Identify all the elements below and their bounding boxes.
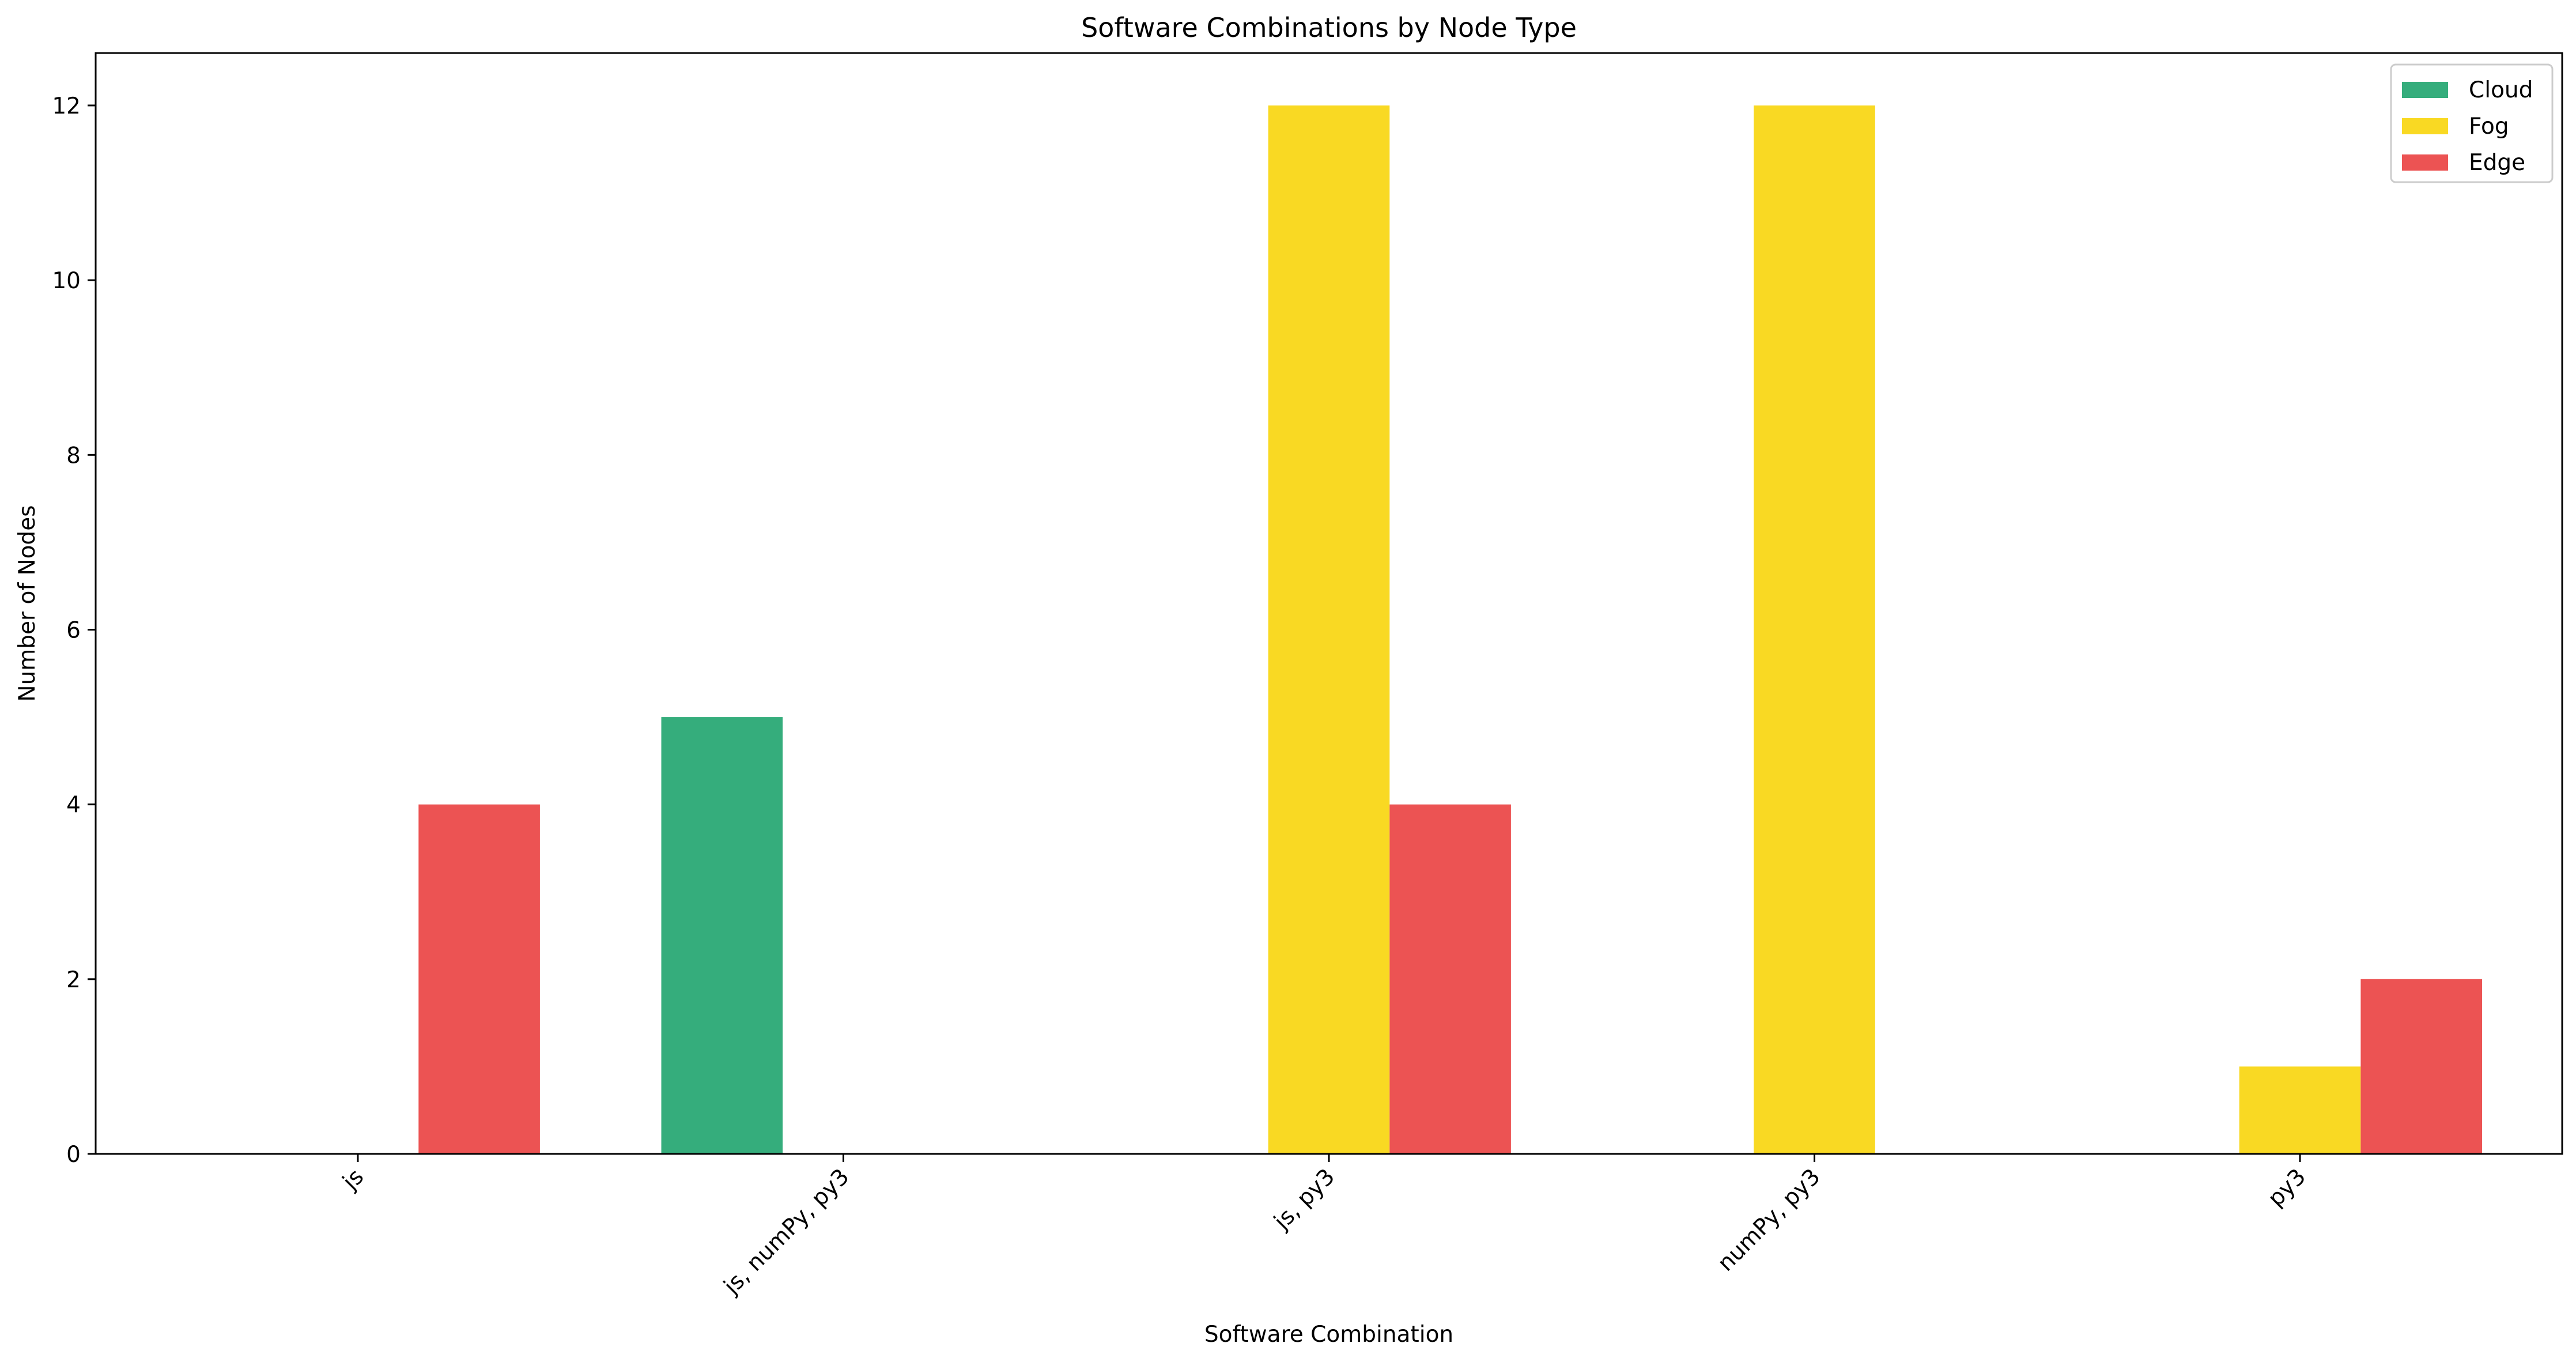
legend-label-edge: Edge xyxy=(2469,150,2525,176)
bar-fog-2 xyxy=(1268,105,1390,1154)
y-tick-label: 12 xyxy=(52,93,81,119)
y-tick-label: 2 xyxy=(66,967,81,993)
legend-label-cloud: Cloud xyxy=(2469,77,2533,103)
legend-swatch-cloud xyxy=(2402,82,2448,98)
bar-cloud-1 xyxy=(661,717,783,1154)
bars-layer xyxy=(418,105,2482,1154)
x-axis-label: Software Combination xyxy=(1204,1322,1453,1348)
y-axis: 0 2 4 6 8 10 12 xyxy=(52,93,96,1168)
y-tick-label: 8 xyxy=(66,443,81,469)
legend-swatch-edge xyxy=(2402,154,2448,171)
y-tick-label: 4 xyxy=(66,793,81,818)
bar-edge-0 xyxy=(418,804,540,1154)
bar-edge-4 xyxy=(2360,979,2482,1154)
chart-title: Software Combinations by Node Type xyxy=(1081,12,1577,43)
legend-items: Cloud Fog Edge xyxy=(2402,77,2533,176)
bar-fog-3 xyxy=(1754,105,1875,1154)
bar-edge-2 xyxy=(1389,804,1511,1154)
legend-swatch-fog xyxy=(2402,118,2448,134)
legend: Cloud Fog Edge xyxy=(2390,63,2554,183)
y-tick-label: 0 xyxy=(66,1142,81,1168)
legend-label-fog: Fog xyxy=(2469,114,2509,139)
y-tick-label: 10 xyxy=(52,268,81,294)
y-axis-label: Number of Nodes xyxy=(14,505,40,701)
bar-fog-4 xyxy=(2239,1066,2361,1154)
y-tick-label: 6 xyxy=(66,617,81,643)
